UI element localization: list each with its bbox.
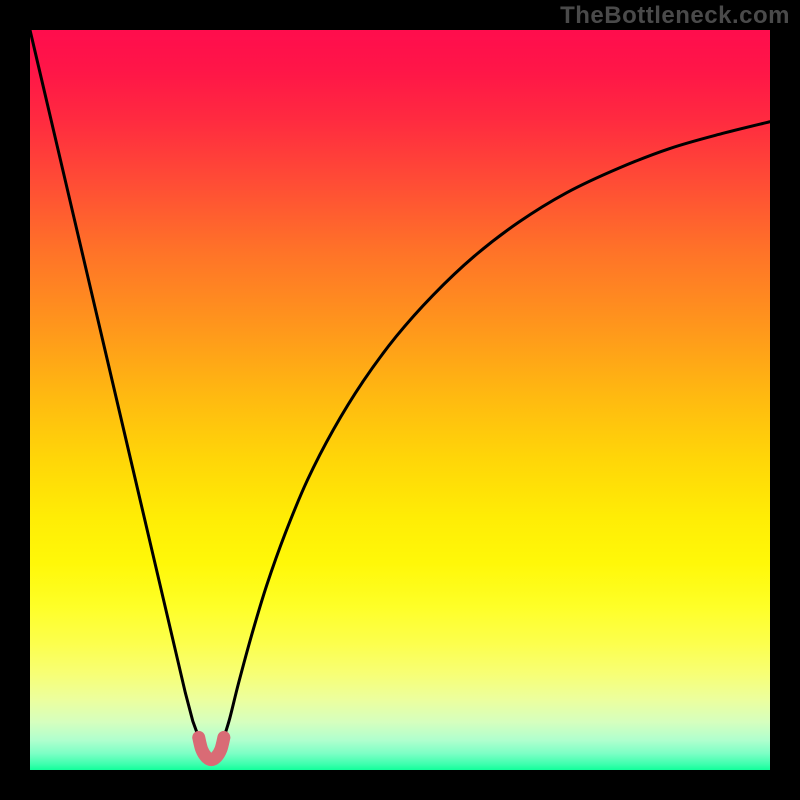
gradient-background [30,30,770,770]
plot-svg [30,30,770,770]
chart-frame: TheBottleneck.com [0,0,800,800]
plot-area [30,30,770,770]
watermark-text: TheBottleneck.com [560,2,790,30]
